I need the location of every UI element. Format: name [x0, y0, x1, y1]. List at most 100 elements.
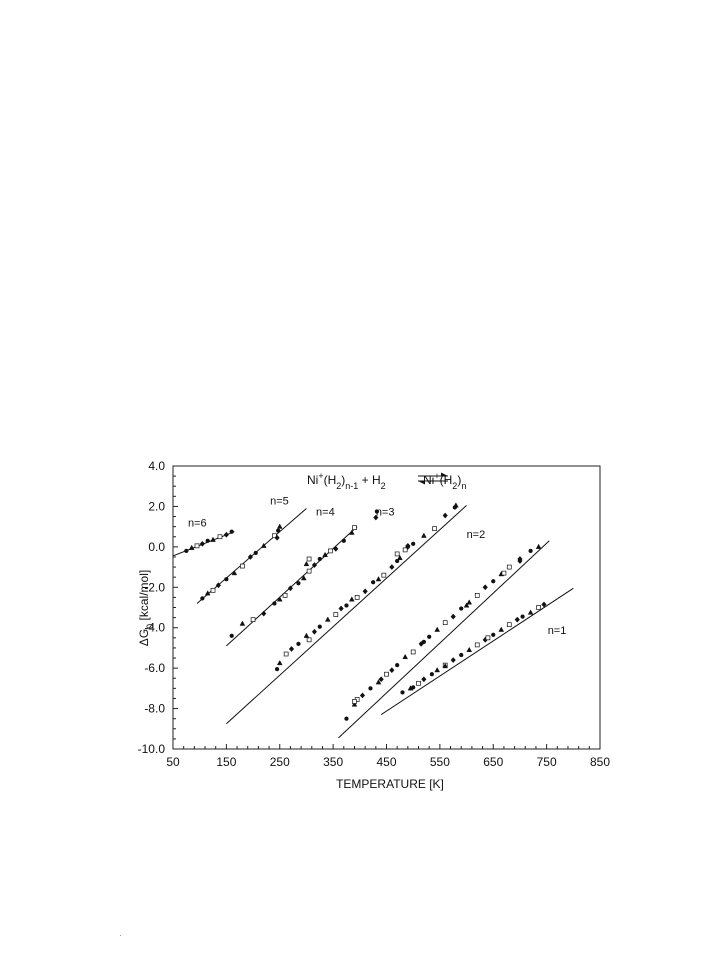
data-point [322, 551, 328, 557]
data-point [306, 568, 312, 574]
data-point [389, 564, 395, 571]
data-point [395, 558, 400, 564]
data-point [371, 580, 376, 585]
data-point [517, 558, 523, 564]
data-point [306, 556, 312, 562]
eq-plus-sub: 2 [381, 481, 386, 491]
data-point [317, 556, 322, 562]
data-point [276, 596, 283, 602]
eq-lhs-close: ) [341, 473, 345, 487]
data-point [275, 528, 281, 533]
data-point [261, 610, 267, 617]
data-point [410, 649, 416, 655]
data-point [402, 547, 408, 553]
data-point [274, 534, 280, 541]
data-point [276, 659, 283, 666]
data-point [474, 593, 480, 598]
data-point [352, 699, 357, 704]
data-point [421, 639, 427, 645]
equilibrium-arrows-icon [418, 472, 448, 485]
data-point [453, 502, 459, 508]
data-point [466, 646, 473, 652]
y-tick-label: -6.0 [144, 661, 165, 675]
data-point [501, 570, 507, 576]
data-point [375, 576, 382, 582]
data-point [296, 641, 301, 647]
x-tick-label: 150 [216, 755, 236, 769]
data-point [200, 596, 205, 601]
x-tick-label: 350 [323, 755, 343, 769]
data-point [381, 572, 387, 578]
data-point [442, 512, 448, 519]
data-point [541, 601, 547, 608]
y-label-sub: 0 [145, 624, 155, 629]
data-point [348, 529, 355, 535]
data-point [375, 679, 382, 685]
eq-rhs-sub-h: 2 [452, 481, 457, 491]
data-point [432, 526, 437, 532]
data-point [260, 542, 267, 548]
data-point [344, 603, 349, 608]
x-axis-label: TEMPERATURE [K] [336, 777, 444, 791]
data-point [229, 633, 234, 638]
data-point [205, 538, 210, 543]
x-tick-label: 450 [376, 755, 396, 769]
y-tick-label: -4.0 [144, 621, 165, 635]
y-tick-label: 4.0 [148, 459, 165, 473]
fit-line-n=3 [226, 505, 467, 725]
series-label-n=3: n=3 [376, 507, 395, 519]
data-point [374, 509, 380, 514]
data-point [389, 667, 395, 674]
data-point [378, 676, 384, 683]
data-point [405, 542, 411, 549]
data-point [474, 642, 480, 648]
series-label-n=5: n=5 [270, 495, 289, 507]
x-tick-label: 50 [166, 755, 180, 769]
data-point [536, 605, 541, 610]
data-point [506, 564, 512, 570]
eq-lhs-sub-n: n-1 [345, 481, 358, 491]
data-point [231, 570, 238, 576]
data-point [411, 541, 416, 546]
y-tick-label: -10.0 [138, 742, 166, 756]
data-point [215, 582, 222, 589]
data-point [402, 653, 409, 660]
data-point [229, 529, 234, 534]
eq-plus: + H [358, 473, 380, 487]
data-point [459, 606, 464, 611]
data-point [463, 602, 470, 608]
data-point [188, 544, 195, 550]
data-point [384, 671, 389, 677]
data-point [317, 624, 322, 629]
data-point [341, 538, 346, 543]
data-point [491, 632, 496, 637]
data-point [217, 534, 223, 540]
data-point [491, 579, 496, 584]
data-point [411, 685, 416, 690]
data-point [274, 667, 280, 672]
data-point [306, 637, 312, 643]
data-point [535, 543, 542, 549]
data-point [303, 560, 310, 567]
data-point [239, 620, 246, 626]
data-point [287, 585, 294, 592]
data-point [333, 545, 339, 552]
data-point [400, 690, 405, 695]
x-tick-label: 850 [590, 755, 610, 769]
data-point [250, 617, 256, 622]
series-label-n=1: n=1 [548, 625, 567, 637]
y-axis-ticks: 4.0 2.0 0.0 -2.0 -4.0 -6.0 -8.0 -10.0 [138, 459, 178, 756]
data-point [421, 676, 427, 683]
data-point [194, 543, 200, 549]
data-point [311, 562, 318, 569]
data-point [520, 614, 525, 619]
data-point [210, 587, 216, 593]
eq-lhs-sup: + [318, 471, 323, 481]
x-tick-label: 250 [270, 755, 290, 769]
data-point [328, 548, 333, 554]
data-point [352, 525, 357, 531]
fit-lines [173, 505, 574, 739]
series-label-n=6: n=6 [188, 518, 207, 530]
data-point [362, 588, 368, 595]
